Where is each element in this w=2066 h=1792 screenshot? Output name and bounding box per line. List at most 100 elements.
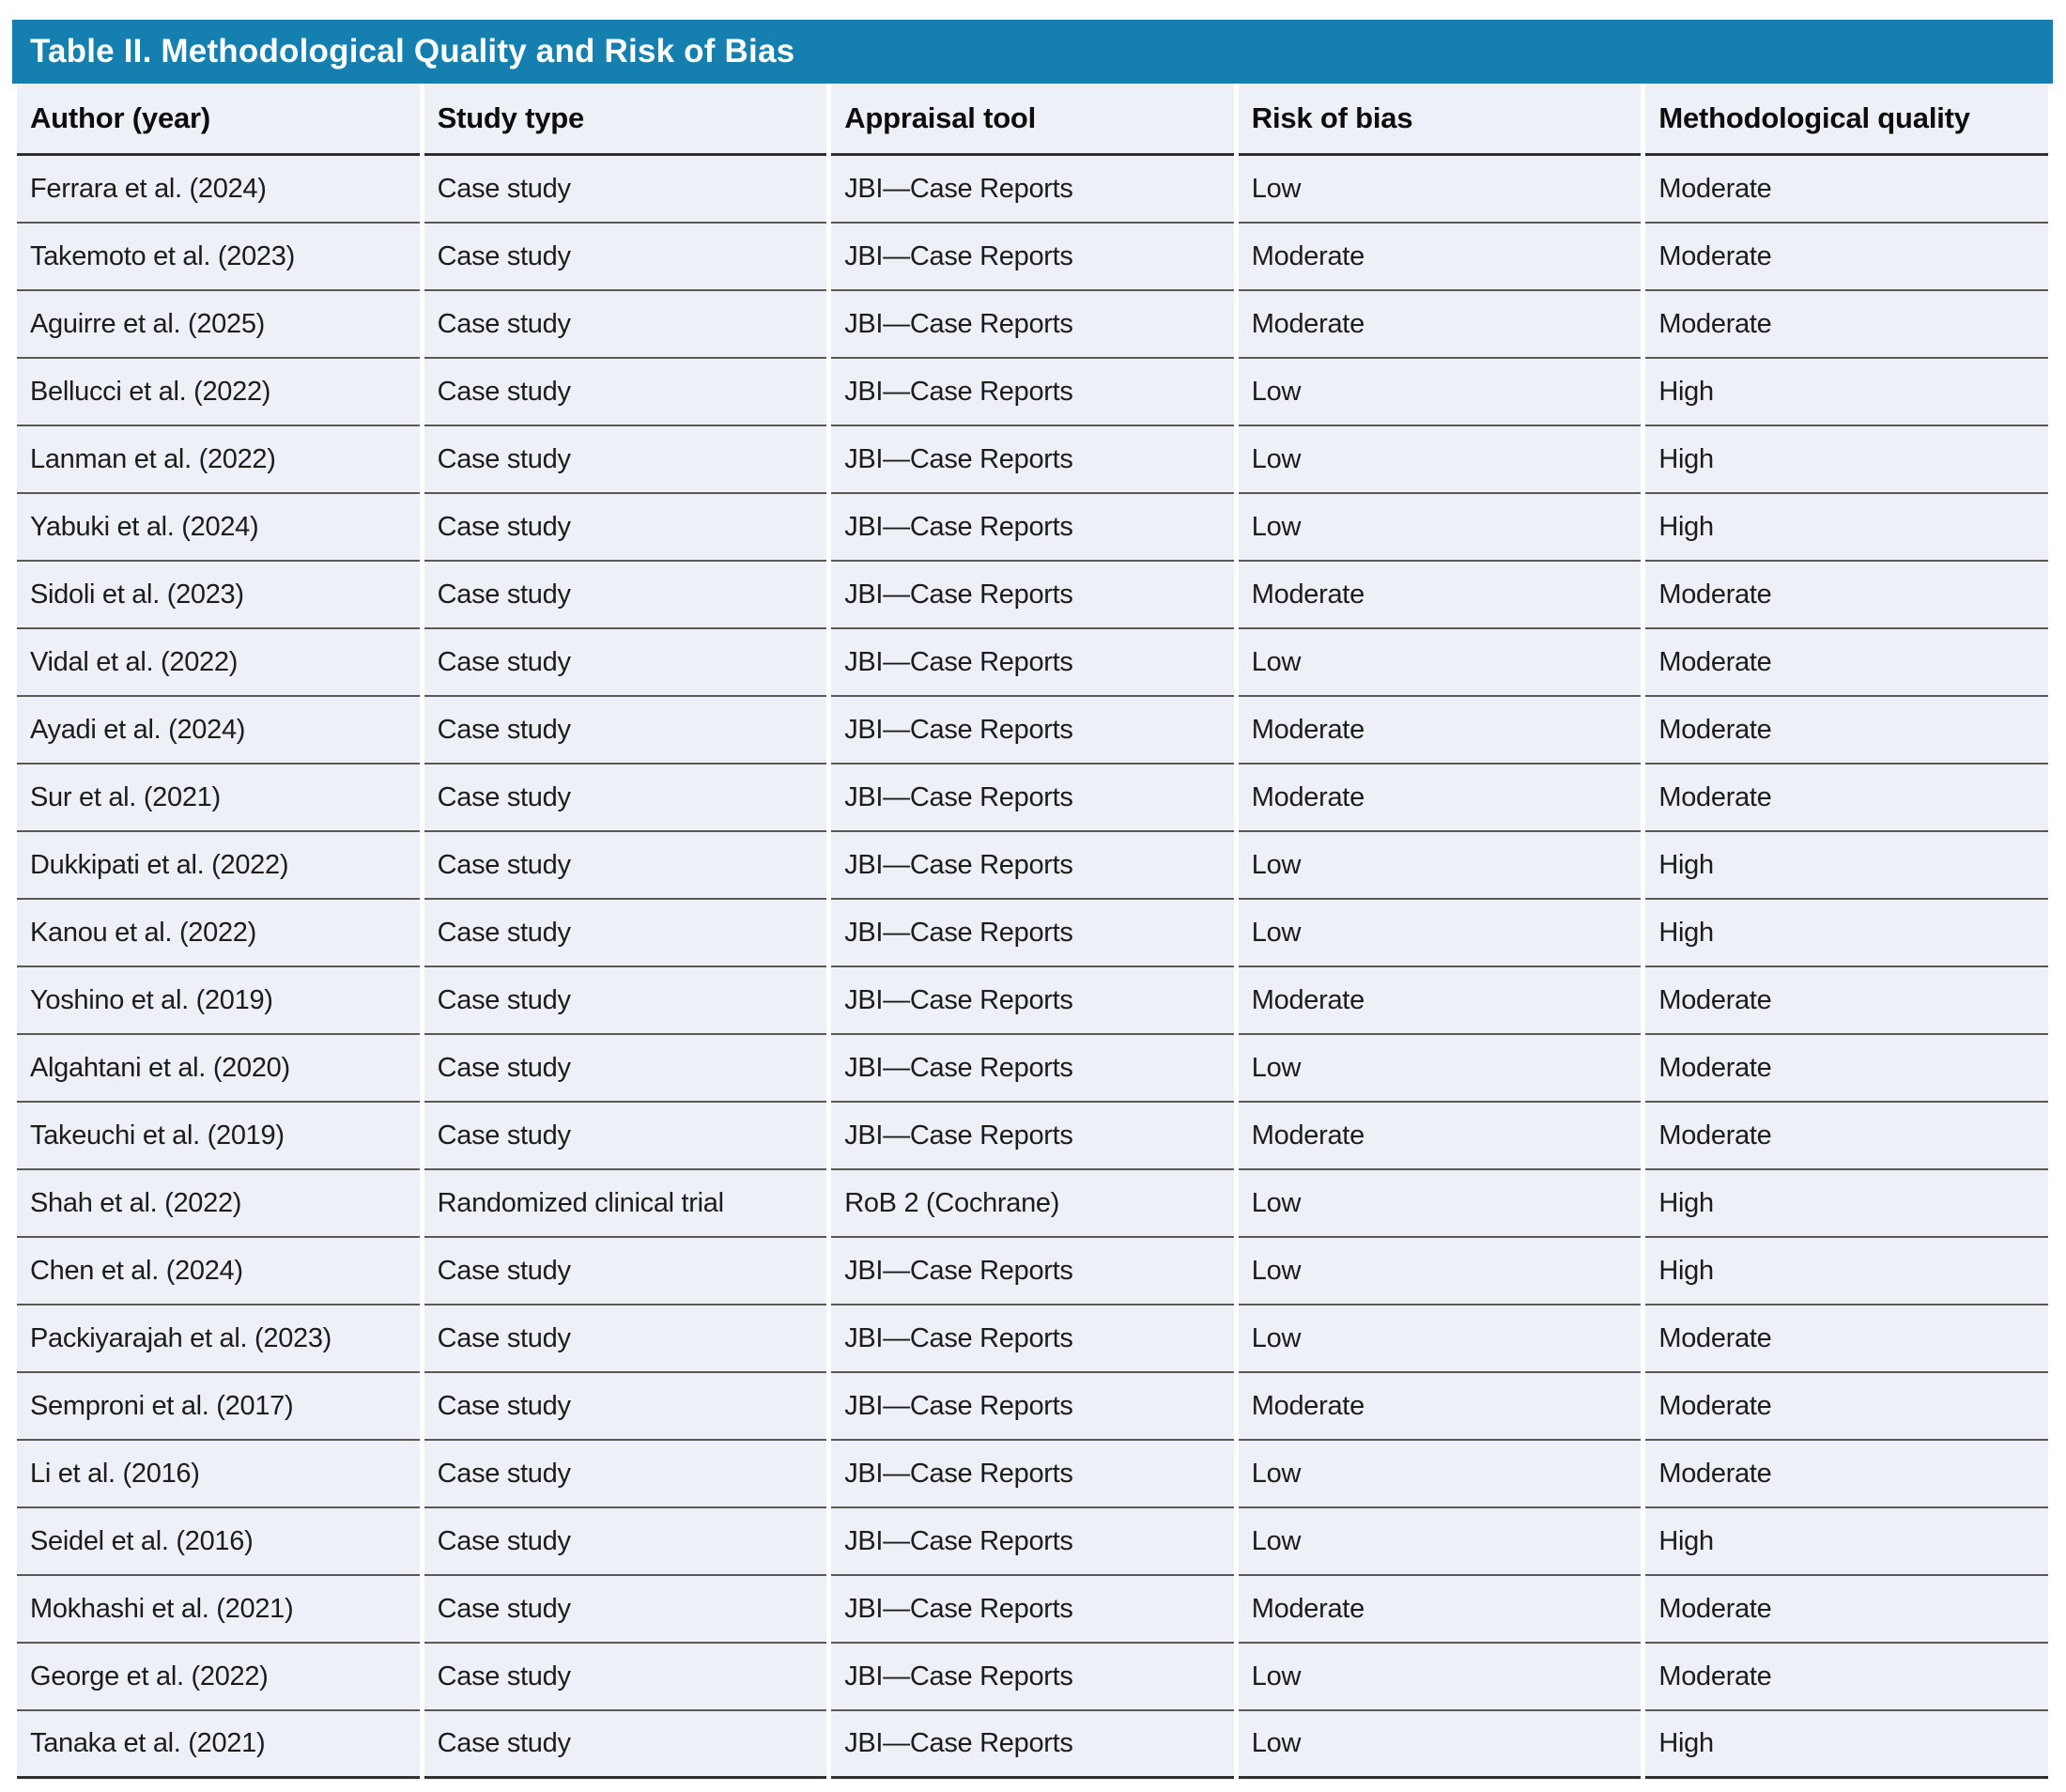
cell-study-type: Case study [424, 1576, 827, 1644]
table-row: Yoshino et al. (2019) Case study JBI—Case … [17, 967, 2048, 1035]
cell-appraisal-tool: JBI—Case Reports [831, 1373, 1234, 1441]
cell-methodological-quality: Moderate [1645, 156, 2048, 224]
table-title: Table II. Methodological Quality and Ris… [30, 33, 795, 70]
cell-risk-of-bias: Low [1238, 494, 1642, 562]
cell-appraisal-tool: JBI—Case Reports [831, 1441, 1234, 1508]
table-row: Packiyarajah et al. (2023) Case study JBI—… [17, 1305, 2048, 1373]
cell-risk-of-bias: Low [1238, 629, 1642, 697]
cell-methodological-quality: Moderate [1645, 1441, 2048, 1508]
cell-study-type: Case study [424, 1035, 827, 1103]
cell-methodological-quality: Moderate [1645, 629, 2048, 697]
table-row: Lanman et al. (2022) Case study JBI—Case R… [17, 426, 2048, 494]
cell-risk-of-bias: Low [1238, 832, 1642, 900]
cell-methodological-quality: High [1645, 1508, 2048, 1576]
cell-risk-of-bias: Low [1238, 1644, 1642, 1711]
cell-study-type: Case study [424, 426, 827, 494]
cell-risk-of-bias: Low [1238, 1508, 1642, 1576]
cell-risk-of-bias: Low [1238, 900, 1642, 967]
cell-appraisal-tool: JBI—Case Reports [831, 156, 1234, 224]
cell-methodological-quality: Moderate [1645, 1644, 2048, 1711]
cell-study-type: Randomized clinical trial [424, 1170, 827, 1238]
cell-study-type: Case study [424, 1441, 827, 1508]
table-row: Shah et al. (2022) Randomized clinical tr… [17, 1170, 2048, 1238]
cell-study-type: Case study [424, 1103, 827, 1170]
cell-risk-of-bias: Low [1238, 1441, 1642, 1508]
cell-methodological-quality: High [1645, 1711, 2048, 1779]
cell-author: Seidel et al. (2016) [17, 1508, 420, 1576]
cell-risk-of-bias: Moderate [1238, 1576, 1642, 1644]
cell-methodological-quality: Moderate [1645, 562, 2048, 629]
cell-risk-of-bias: Low [1238, 359, 1642, 426]
table-row: Bellucci et al. (2022) Case study JBI—Case… [17, 359, 2048, 426]
header-row: Author (year) Study type Appraisal tool Ris… [17, 84, 2048, 156]
column-header-4: Risk of bias [1238, 84, 1642, 156]
cell-methodological-quality: Moderate [1645, 291, 2048, 359]
table-row: Aguirre et al. (2025) Case study JBI—Case … [17, 291, 2048, 359]
cell-risk-of-bias: Low [1238, 156, 1642, 224]
table-row: Mokhashi et al. (2021) Case study JBI—Case… [17, 1576, 2048, 1644]
cell-study-type: Case study [424, 494, 827, 562]
cell-appraisal-tool: JBI—Case Reports [831, 629, 1234, 697]
cell-appraisal-tool: JBI—Case Reports [831, 765, 1234, 832]
cell-methodological-quality: Moderate [1645, 1576, 2048, 1644]
cell-appraisal-tool: JBI—Case Reports [831, 291, 1234, 359]
column-header-3: Appraisal tool [831, 84, 1234, 156]
table-row: Yabuki et al. (2024) Case study JBI—Case R… [17, 494, 2048, 562]
cell-methodological-quality: High [1645, 426, 2048, 494]
cell-appraisal-tool: JBI—Case Reports [831, 1305, 1234, 1373]
cell-appraisal-tool: JBI—Case Reports [831, 900, 1234, 967]
cell-risk-of-bias: Low [1238, 1238, 1642, 1305]
cell-study-type: Case study [424, 156, 827, 224]
cell-appraisal-tool: JBI—Case Reports [831, 1103, 1234, 1170]
table-row: Li et al. (2016) Case study JBI—Case Repor… [17, 1441, 2048, 1508]
table-row: Seidel et al. (2016) Case study JBI—Case R… [17, 1508, 2048, 1576]
cell-author: Kanou et al. (2022) [17, 900, 420, 967]
cell-appraisal-tool: JBI—Case Reports [831, 1508, 1234, 1576]
cell-methodological-quality: High [1645, 359, 2048, 426]
cell-risk-of-bias: Moderate [1238, 224, 1642, 291]
table-row: Algahtani et al. (2020) Case study JBI—Cas… [17, 1035, 2048, 1103]
table-row: Sidoli et al. (2023) Case study JBI—Case R… [17, 562, 2048, 629]
cell-risk-of-bias: Low [1238, 1170, 1642, 1238]
cell-appraisal-tool: JBI—Case Reports [831, 1238, 1234, 1305]
table-row: Kanou et al. (2022) Case study JBI—Case Re… [17, 900, 2048, 967]
cell-risk-of-bias: Low [1238, 1305, 1642, 1373]
table-row: Takemoto et al. (2023) Case study JBI—Case… [17, 224, 2048, 291]
cell-author: Bellucci et al. (2022) [17, 359, 420, 426]
cell-author: Takeuchi et al. (2019) [17, 1103, 420, 1170]
cell-risk-of-bias: Moderate [1238, 562, 1642, 629]
table-row: George et al. (2022) Case study JBI—Case R… [17, 1644, 2048, 1711]
cell-study-type: Case study [424, 1644, 827, 1711]
cell-methodological-quality: Moderate [1645, 967, 2048, 1035]
table-row: Takeuchi et al. (2019) Case study JBI—Case… [17, 1103, 2048, 1170]
cell-appraisal-tool: JBI—Case Reports [831, 1035, 1234, 1103]
cell-appraisal-tool: JBI—Case Reports [831, 1644, 1234, 1711]
cell-author: Ayadi et al. (2024) [17, 697, 420, 765]
cell-methodological-quality: High [1645, 1170, 2048, 1238]
table-row: Sur et al. (2021) Case study JBI—Case Repo… [17, 765, 2048, 832]
cell-methodological-quality: High [1645, 1238, 2048, 1305]
cell-study-type: Case study [424, 1305, 827, 1373]
cell-author: Yoshino et al. (2019) [17, 967, 420, 1035]
cell-study-type: Case study [424, 967, 827, 1035]
cell-author: Semproni et al. (2017) [17, 1373, 420, 1441]
cell-author: Sidoli et al. (2023) [17, 562, 420, 629]
cell-risk-of-bias: Moderate [1238, 1103, 1642, 1170]
cell-study-type: Case study [424, 765, 827, 832]
cell-appraisal-tool: JBI—Case Reports [831, 1576, 1234, 1644]
cell-methodological-quality: High [1645, 494, 2048, 562]
cell-study-type: Case study [424, 562, 827, 629]
cell-methodological-quality: Moderate [1645, 1035, 2048, 1103]
cell-author: Li et al. (2016) [17, 1441, 420, 1508]
cell-author: Chen et al. (2024) [17, 1238, 420, 1305]
cell-risk-of-bias: Moderate [1238, 765, 1642, 832]
cell-appraisal-tool: JBI—Case Reports [831, 494, 1234, 562]
cell-methodological-quality: Moderate [1645, 1305, 2048, 1373]
cell-appraisal-tool: JBI—Case Reports [831, 426, 1234, 494]
cell-author: Packiyarajah et al. (2023) [17, 1305, 420, 1373]
cell-author: Ferrara et al. (2024) [17, 156, 420, 224]
cell-author: George et al. (2022) [17, 1644, 420, 1711]
cell-study-type: Case study [424, 224, 827, 291]
cell-risk-of-bias: Low [1238, 1035, 1642, 1103]
